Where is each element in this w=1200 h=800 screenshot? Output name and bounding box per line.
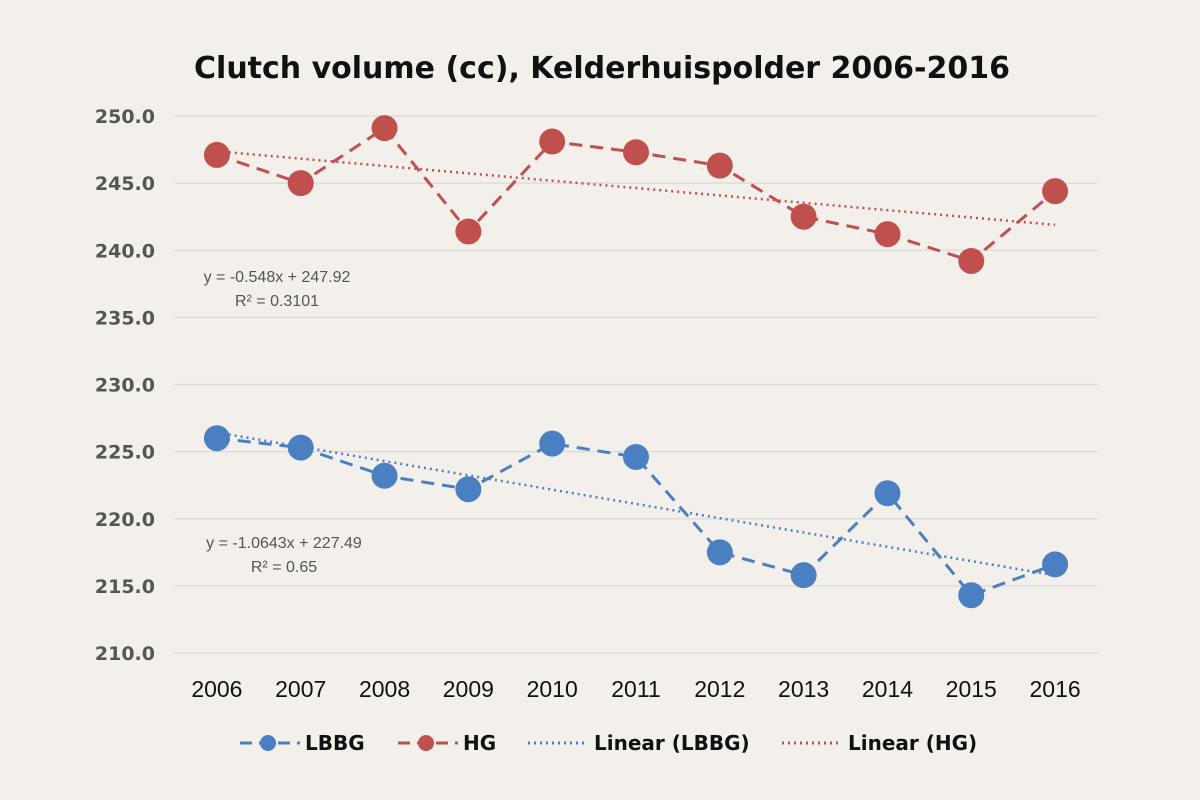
legend-item-lbbg[interactable]: LBBG bbox=[240, 731, 365, 755]
legend-swatch-hg-marker bbox=[418, 735, 434, 751]
data-point-lbbg bbox=[1042, 551, 1069, 578]
x-tick-label: 2009 bbox=[443, 676, 494, 702]
chart-title: Clutch volume (cc), Kelderhuispolder 200… bbox=[194, 51, 1010, 86]
legend-item-linear-lbbg[interactable]: Linear (LBBG) bbox=[528, 731, 750, 755]
lbbg-trend-equation: y = -1.0643x + 227.49 bbox=[206, 535, 362, 552]
data-point-hg bbox=[623, 139, 649, 166]
data-point-hg bbox=[539, 128, 566, 155]
y-tick-label: 250.0 bbox=[95, 106, 155, 128]
legend: LBBG HG Linear (LBBG) Linear (HG) bbox=[240, 731, 977, 755]
trendlines bbox=[216, 150, 1056, 577]
data-point-lbbg bbox=[706, 539, 733, 566]
x-tick-label: 2006 bbox=[191, 676, 242, 702]
y-tick-label: 225.0 bbox=[95, 442, 155, 464]
data-point-lbbg bbox=[371, 462, 398, 489]
data-point-lbbg bbox=[874, 480, 901, 507]
legend-label-lbbg: LBBG bbox=[305, 731, 365, 755]
legend-swatch-lbbg-marker bbox=[260, 735, 276, 751]
data-point-hg bbox=[790, 203, 817, 230]
y-tick-label: 245.0 bbox=[95, 173, 155, 195]
gridlines bbox=[175, 115, 1097, 654]
trendline-lbbg bbox=[216, 431, 1056, 577]
data-point-hg bbox=[203, 141, 230, 168]
data-point-lbbg bbox=[623, 443, 649, 470]
x-tick-label: 2013 bbox=[778, 676, 829, 702]
data-point-hg bbox=[874, 221, 901, 248]
y-tick-label: 240.0 bbox=[95, 240, 155, 262]
legend-item-hg[interactable]: HG bbox=[398, 731, 496, 755]
data-point-hg bbox=[706, 152, 733, 179]
hg-trend-r2: R² = 0.3101 bbox=[235, 293, 319, 310]
legend-item-linear-hg[interactable]: Linear (HG) bbox=[782, 731, 977, 755]
data-point-hg bbox=[1042, 178, 1069, 205]
x-tick-label: 2010 bbox=[527, 676, 578, 702]
data-point-lbbg bbox=[287, 434, 314, 461]
x-tick-label: 2008 bbox=[359, 676, 410, 702]
data-point-lbbg bbox=[203, 425, 230, 452]
data-point-hg bbox=[455, 218, 482, 245]
y-tick-label: 215.0 bbox=[95, 576, 155, 598]
data-point-hg bbox=[287, 170, 314, 197]
y-axis: 210.0 215.0 220.0 225.0 230.0 235.0 240.0 245.0… bbox=[95, 106, 155, 665]
x-axis: 2006 2007 2008 2009 2010 2011 2012 2013 2014 2015… bbox=[191, 676, 1080, 702]
x-tick-label: 2011 bbox=[611, 676, 660, 702]
hg-trend-equation: y = -0.548x + 247.92 bbox=[204, 269, 351, 286]
x-tick-label: 2007 bbox=[275, 676, 326, 702]
data-point-lbbg bbox=[958, 582, 985, 609]
x-tick-label: 2015 bbox=[946, 676, 997, 702]
x-tick-label: 2014 bbox=[862, 676, 913, 702]
data-point-hg bbox=[371, 115, 398, 142]
data-point-lbbg bbox=[539, 430, 566, 457]
data-point-lbbg bbox=[455, 476, 482, 503]
x-tick-label: 2012 bbox=[694, 676, 745, 702]
data-series bbox=[203, 115, 1069, 609]
legend-label-linear-lbbg: Linear (LBBG) bbox=[594, 731, 750, 755]
y-tick-label: 230.0 bbox=[95, 375, 155, 397]
x-tick-label: 2016 bbox=[1030, 676, 1081, 702]
y-tick-label: 220.0 bbox=[95, 509, 155, 531]
data-point-lbbg bbox=[790, 562, 817, 589]
lbbg-trend-r2: R² = 0.65 bbox=[251, 559, 317, 576]
y-tick-label: 235.0 bbox=[95, 307, 155, 329]
y-tick-label: 210.0 bbox=[95, 643, 155, 665]
trendline-hg bbox=[216, 150, 1056, 227]
legend-label-linear-hg: Linear (HG) bbox=[848, 731, 977, 755]
trendline-equations: y = -0.548x + 247.92 R² = 0.3101 y = -1.… bbox=[204, 269, 362, 576]
legend-label-hg: HG bbox=[463, 731, 496, 755]
data-point-hg bbox=[958, 247, 985, 274]
